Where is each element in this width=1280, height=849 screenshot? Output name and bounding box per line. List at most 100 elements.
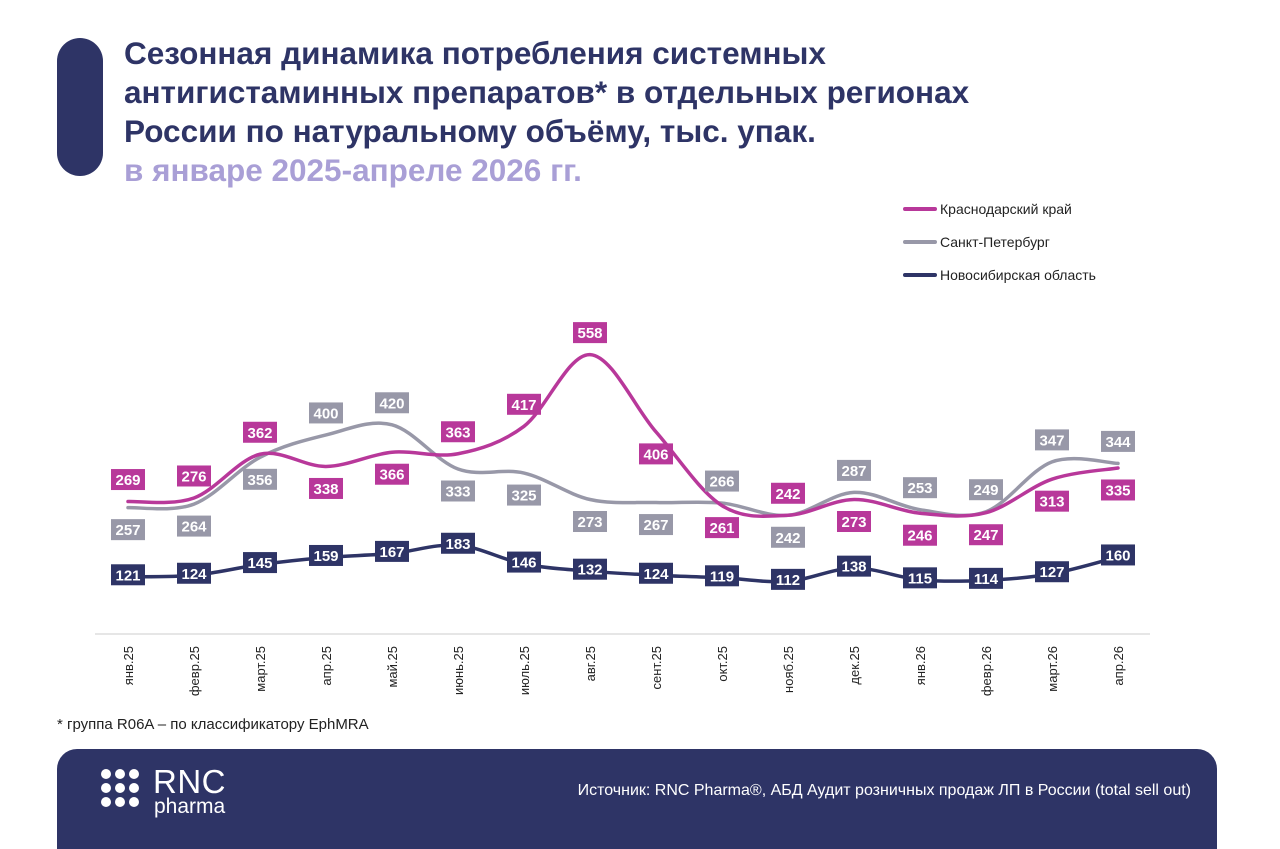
data-label: 400 (309, 402, 343, 424)
data-label-box (1035, 429, 1069, 451)
x-tick-label: нояб.25 (781, 646, 796, 693)
data-label-box (573, 511, 607, 533)
data-label-text: 400 (313, 405, 338, 422)
data-label: 242 (771, 526, 805, 548)
x-tick-label: авг.25 (583, 646, 598, 681)
rnc-pharma-logo: RNC pharma (101, 763, 251, 818)
source-note: Источник: RNC Pharma®, АБД Аудит розничн… (577, 782, 1191, 799)
data-label: 267 (639, 514, 673, 536)
data-label-box (243, 552, 277, 574)
data-label-text: 124 (643, 566, 669, 583)
data-label-box (507, 393, 541, 415)
data-label-box (177, 515, 211, 537)
data-label: 325 (507, 484, 541, 506)
data-label: 246 (903, 524, 937, 546)
data-label-box (639, 514, 673, 536)
data-label: 558 (573, 322, 607, 344)
data-label: 146 (507, 551, 541, 573)
data-label-text: 249 (973, 482, 998, 499)
data-label-box (903, 524, 937, 546)
data-label-box (441, 421, 475, 443)
x-tick-label: янв.26 (913, 646, 928, 685)
data-label-box (639, 443, 673, 465)
data-label-text: 145 (247, 555, 272, 572)
data-label-box (309, 544, 343, 566)
x-tick-label: апр.25 (319, 646, 334, 686)
data-label-box (771, 526, 805, 548)
data-label: 124 (639, 562, 673, 584)
logo-text-pharma: pharma (154, 795, 226, 818)
data-label-box (837, 511, 871, 533)
data-label: 114 (969, 567, 1003, 589)
data-label: 420 (375, 392, 409, 414)
data-label: 261 (705, 517, 739, 539)
legend: Краснодарский край Санкт-Петербург Новосиб… (903, 201, 1096, 283)
data-label: 253 (903, 477, 937, 499)
data-label: 160 (1101, 544, 1135, 566)
data-label-text: 246 (907, 528, 932, 545)
data-label-text: 146 (511, 555, 536, 572)
data-label-text: 267 (643, 517, 668, 534)
data-label: 313 (1035, 490, 1069, 512)
data-label-text: 138 (841, 559, 866, 576)
data-label: 276 (177, 465, 211, 487)
x-tick-label: май.25 (385, 646, 400, 688)
data-label: 338 (309, 477, 343, 499)
data-label-box (111, 519, 145, 541)
data-label-text: 363 (445, 424, 470, 441)
data-label-box (1101, 430, 1135, 452)
data-label: 333 (441, 480, 475, 502)
x-tick-label: янв.25 (121, 646, 136, 685)
data-label-box (969, 479, 1003, 501)
data-label-box (837, 459, 871, 481)
data-label: 249 (969, 479, 1003, 501)
data-label: 138 (837, 555, 871, 577)
data-label: 247 (969, 524, 1003, 546)
data-label-box (573, 322, 607, 344)
data-label-text: 269 (115, 472, 140, 489)
data-label: 356 (243, 468, 277, 490)
data-label: 417 (507, 393, 541, 415)
title-accent-bar (57, 38, 103, 176)
data-label-text: 114 (974, 571, 999, 588)
data-label-text: 366 (379, 467, 404, 484)
data-label-text: 276 (181, 468, 206, 485)
data-label: 159 (309, 544, 343, 566)
x-tick-label: дек.25 (847, 646, 862, 685)
data-label: 335 (1101, 479, 1135, 501)
data-label-text: 264 (181, 519, 207, 536)
chart-title-block: Сезонная динамика потребления системных … (124, 34, 1124, 190)
data-label-text: 335 (1105, 482, 1130, 499)
x-tick-label: июль.25 (517, 646, 532, 695)
logo-text-rnc: RNC (153, 763, 226, 800)
data-label-text: 124 (181, 566, 207, 583)
chart-subtitle: в январе 2025-апреле 2026 гг. (124, 152, 582, 188)
legend-label: Краснодарский край (940, 201, 1072, 217)
data-label: 115 (903, 567, 937, 589)
data-label-text: 266 (709, 474, 734, 491)
data-label-text: 287 (841, 463, 866, 480)
data-label-text: 257 (115, 522, 140, 539)
data-label-box (177, 562, 211, 584)
data-label: 264 (177, 515, 211, 537)
data-label-text: 356 (247, 472, 272, 489)
data-label-box (441, 480, 475, 502)
data-label-text: 406 (643, 446, 668, 463)
data-label: 112 (771, 568, 805, 590)
data-label-box (111, 564, 145, 586)
data-label: 167 (375, 540, 409, 562)
data-label-box (243, 421, 277, 443)
data-label-box (309, 402, 343, 424)
data-label-box (507, 484, 541, 506)
data-label-text: 167 (379, 544, 404, 561)
data-label-box (375, 540, 409, 562)
data-label-box (771, 482, 805, 504)
data-label: 269 (111, 469, 145, 491)
data-label-text: 344 (1105, 434, 1131, 451)
data-label: 183 (441, 532, 475, 554)
data-label-text: 242 (775, 486, 800, 503)
data-label-text: 261 (709, 520, 734, 537)
data-label-text: 127 (1039, 564, 1064, 581)
data-label-text: 338 (313, 481, 338, 498)
data-label-text: 132 (577, 562, 602, 579)
